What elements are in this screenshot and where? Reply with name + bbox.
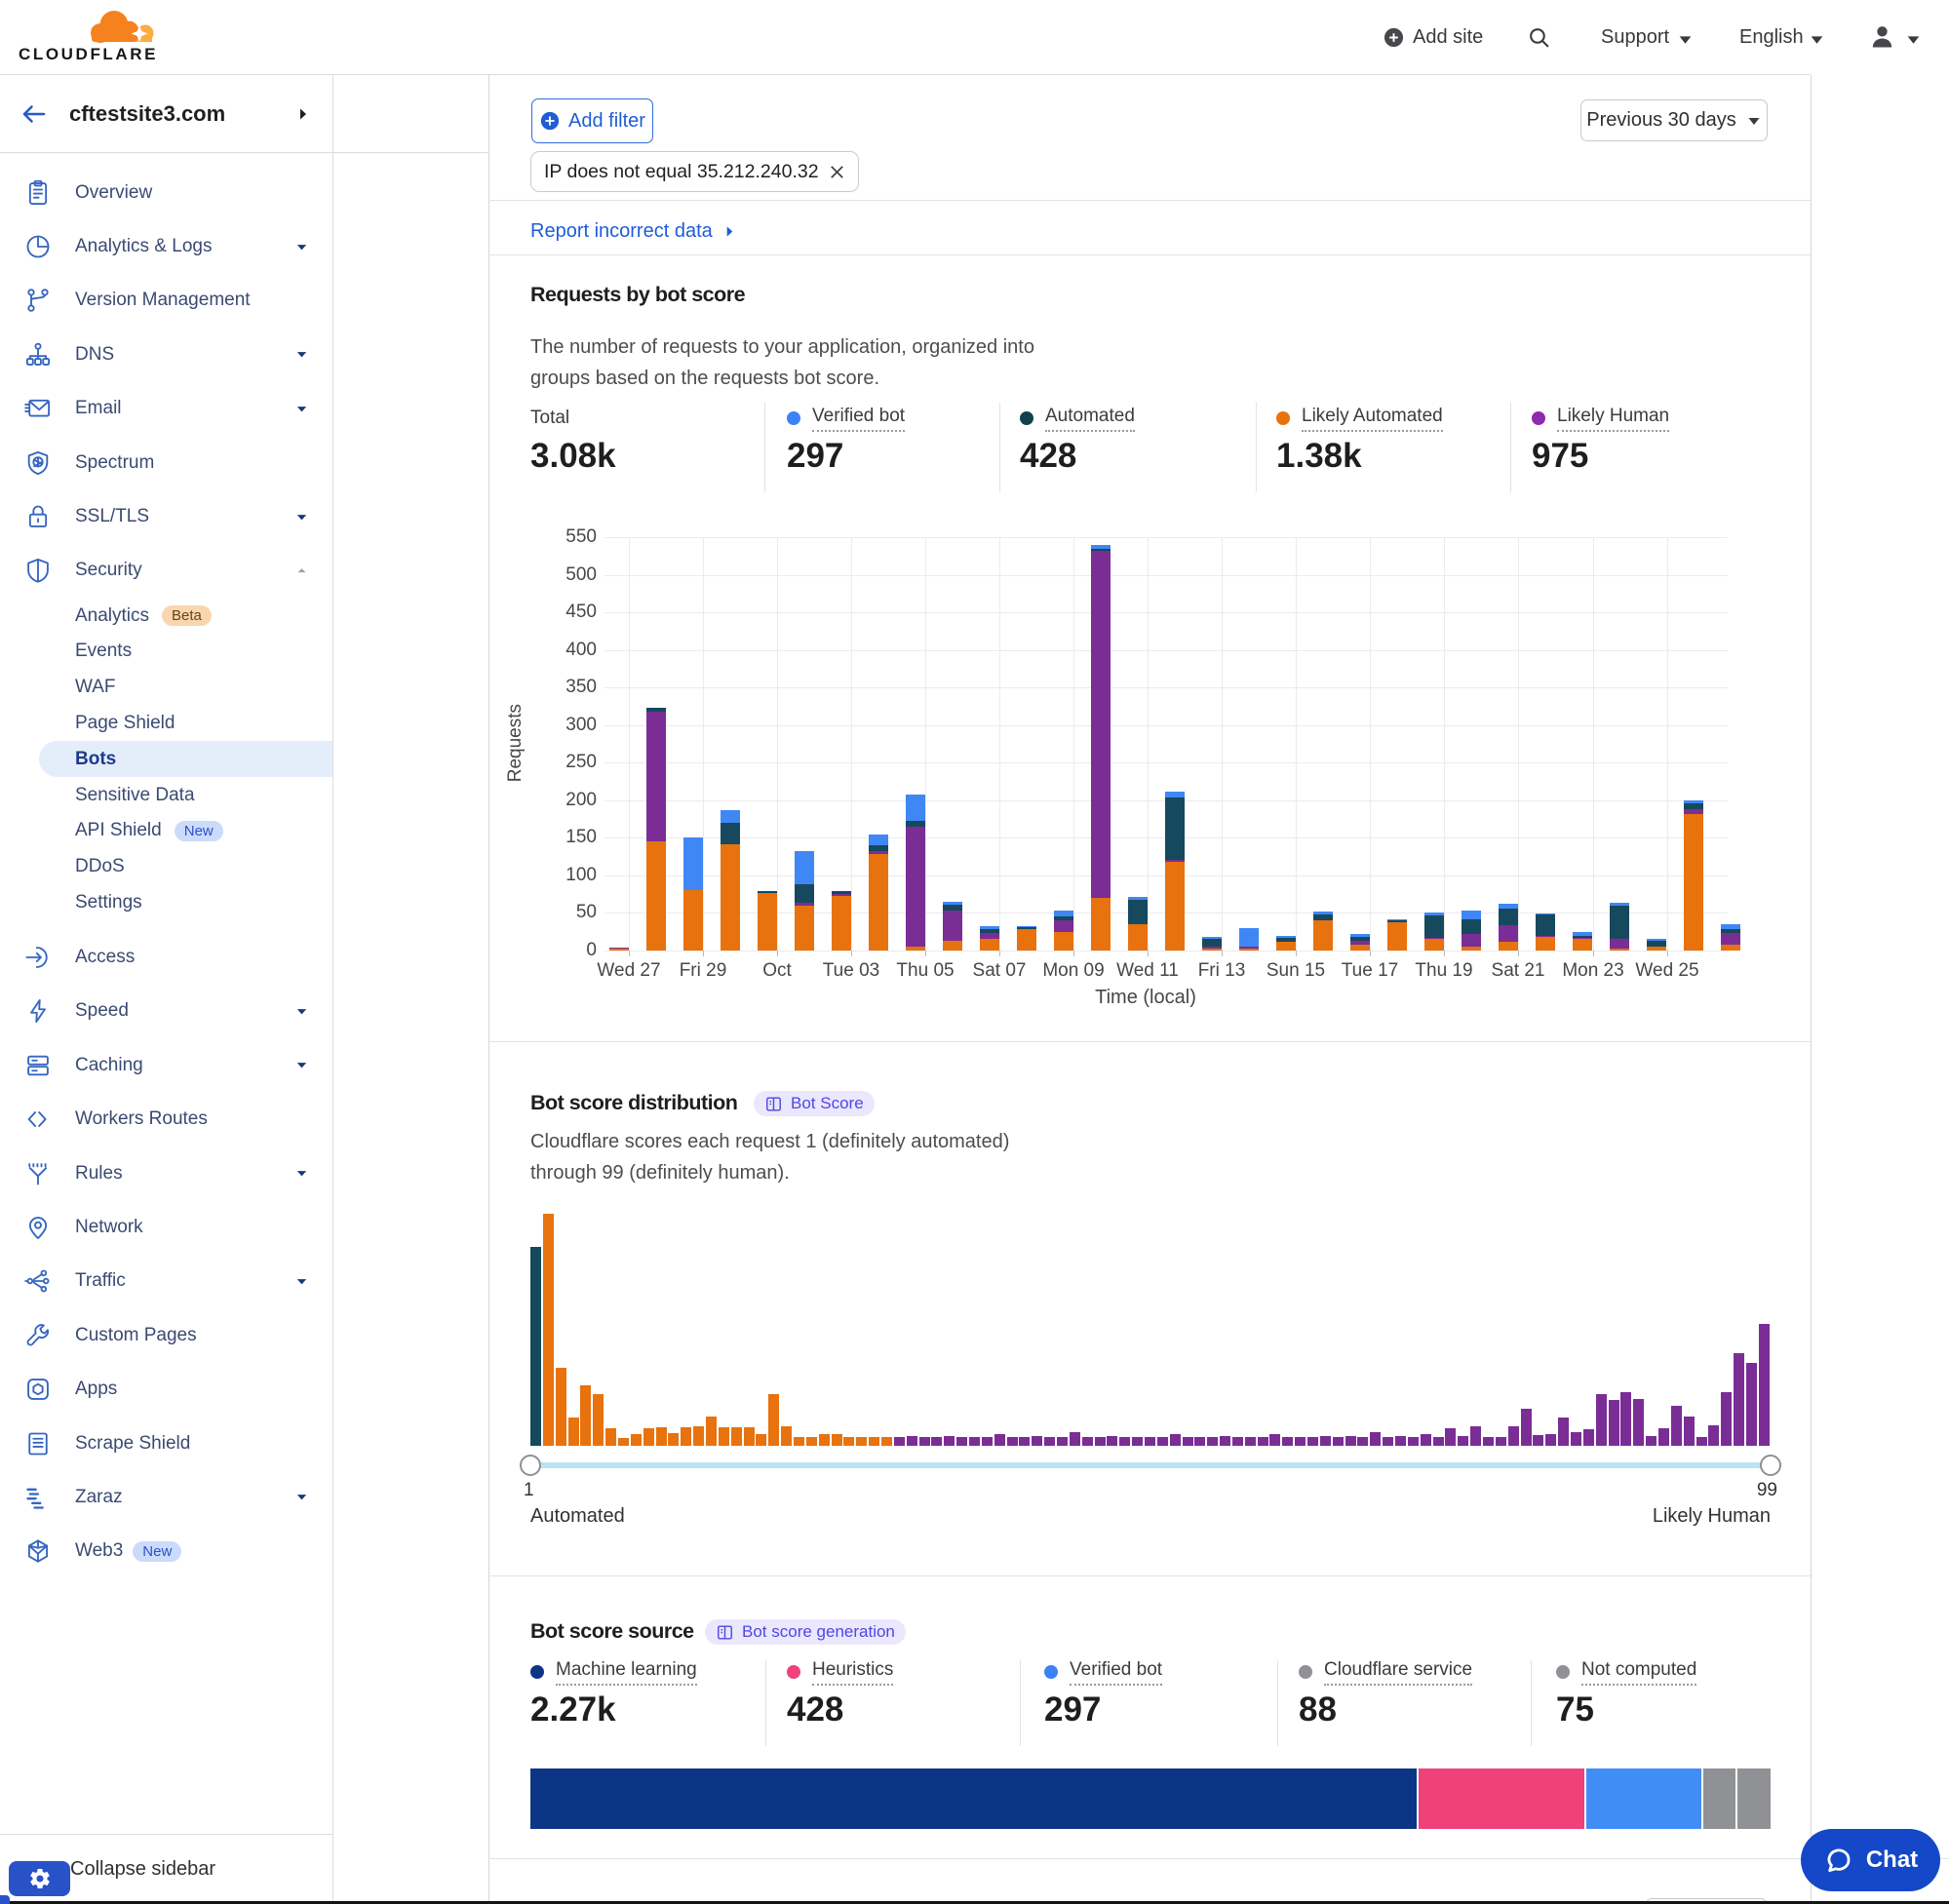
svg-text:CLOUDFLARE: CLOUDFLARE	[19, 45, 157, 62]
